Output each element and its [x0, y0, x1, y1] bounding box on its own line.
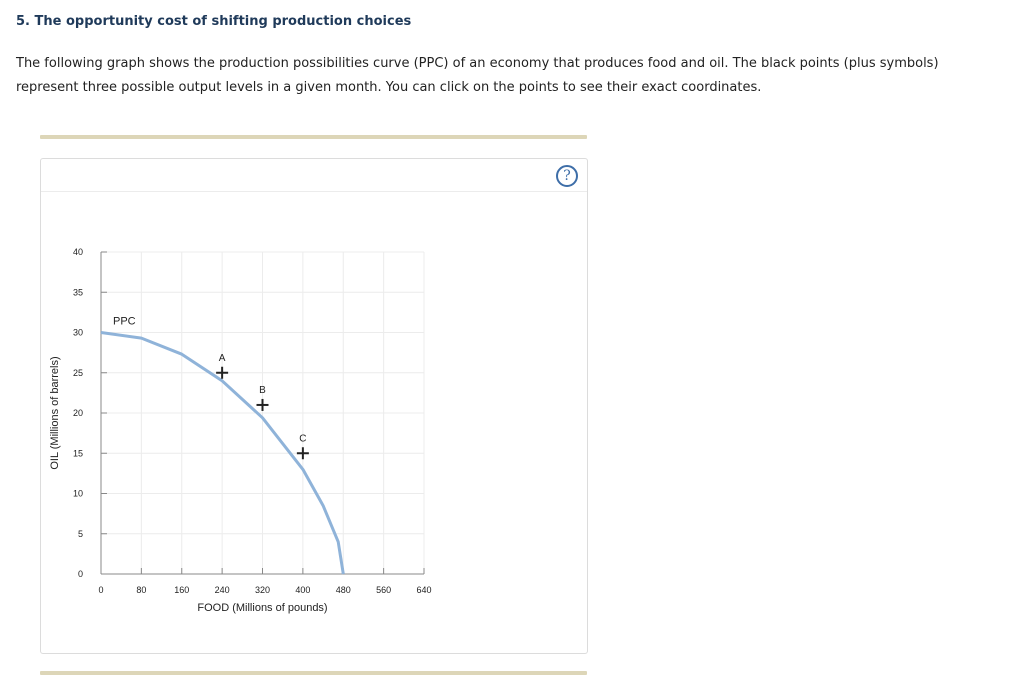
x-tick-label: 160	[174, 585, 189, 595]
y-tick-label: 0	[78, 569, 83, 579]
x-tick-label: 0	[98, 585, 103, 595]
point-a[interactable]	[216, 366, 229, 379]
point-b[interactable]	[256, 398, 269, 411]
x-tick-label: 480	[336, 585, 351, 595]
help-icon[interactable]: ?	[556, 165, 578, 187]
divider-top	[40, 135, 587, 139]
point-label-a: A	[219, 353, 226, 364]
point-c[interactable]	[296, 447, 309, 460]
x-tick-label: 400	[295, 585, 310, 595]
point-label-b: B	[259, 385, 266, 396]
y-tick-label: 20	[73, 408, 83, 418]
y-tick-label: 5	[78, 529, 83, 539]
question-title: 5. The opportunity cost of shifting prod…	[16, 14, 412, 29]
x-tick-label: 640	[416, 585, 431, 595]
question-text: The following graph shows the production…	[16, 56, 939, 95]
point-label-c: C	[299, 433, 306, 444]
y-axis-title: OIL (Millions of barrels)	[49, 356, 61, 469]
x-tick-label: 240	[215, 585, 230, 595]
panel-header: ?	[41, 159, 587, 192]
x-tick-label: 560	[376, 585, 391, 595]
y-tick-label: 30	[73, 328, 83, 338]
x-axis-title: FOOD (Millions of pounds)	[197, 602, 327, 614]
ppc-curve	[100, 331, 345, 575]
y-tick-label: 25	[73, 368, 83, 378]
y-tick-label: 35	[73, 287, 83, 297]
ppc-curve-label: PPC	[113, 316, 136, 328]
x-tick-label: 320	[255, 585, 270, 595]
y-tick-label: 15	[73, 448, 83, 458]
y-tick-label: 10	[73, 489, 83, 499]
y-tick-label: 40	[73, 247, 83, 257]
graph-panel: ? 0 5 10 15 20 25 30 35 40 0 80 160 240 320 400 480 560 6…	[40, 158, 588, 654]
x-tick-label: 80	[136, 585, 146, 595]
divider-bottom	[40, 671, 587, 675]
